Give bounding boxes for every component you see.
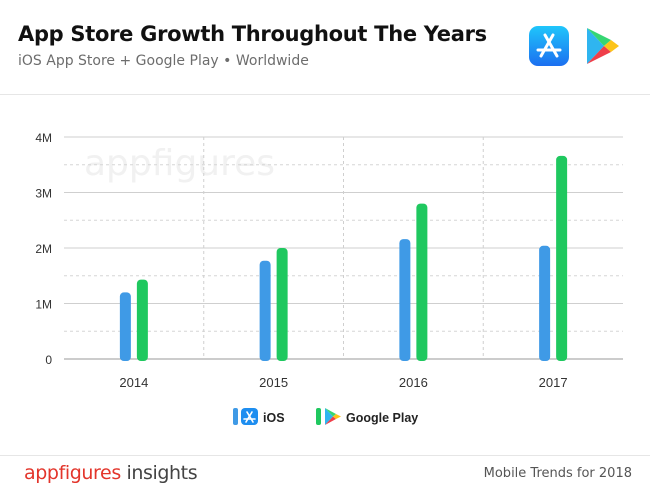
bar-chart: appfigures 0 1M 2M 3M 4M 2014 2015 2016 2017 iOS…: [0, 95, 650, 455]
bar-google-play-2017: [556, 156, 567, 361]
y-tick-label: 1M: [35, 298, 52, 312]
chart-header: App Store Growth Throughout The Years iO…: [0, 0, 650, 94]
legend-label: Google Play: [346, 411, 418, 425]
chart-footer: appfigures insights Mobile Trends for 20…: [0, 455, 650, 494]
google-play-icon: [584, 26, 622, 66]
app-store-icon: [529, 26, 569, 66]
bar-google-play-2014: [137, 280, 148, 361]
bar-ios-2017: [539, 246, 550, 361]
bar-ios-2015: [260, 261, 271, 361]
legend-swatch: [316, 408, 321, 425]
x-tick-label: 2017: [539, 375, 568, 390]
footer-brand: appfigures insights: [24, 462, 197, 484]
y-tick-label: 4M: [35, 131, 52, 145]
x-tick-label: 2016: [399, 375, 428, 390]
google-play-icon: [325, 408, 341, 425]
footer-note: Mobile Trends for 2018: [484, 466, 632, 481]
y-tick-label: 0: [45, 353, 52, 367]
brand-product: insights: [126, 462, 197, 484]
bar-google-play-2015: [277, 248, 288, 361]
y-tick-label: 2M: [35, 242, 52, 256]
bar-ios-2014: [120, 292, 131, 361]
x-tick-label: 2015: [259, 375, 288, 390]
y-tick-label: 3M: [35, 187, 52, 201]
bar-ios-2016: [399, 239, 410, 361]
legend-item-google-play: Google Play: [316, 408, 418, 425]
legend-swatch: [233, 408, 238, 425]
x-tick-label: 2014: [119, 375, 148, 390]
chart-watermark: appfigures: [84, 143, 275, 184]
legend-label: iOS: [263, 411, 285, 425]
chart-title: App Store Growth Throughout The Years: [18, 22, 487, 46]
chart-subtitle: iOS App Store + Google Play • Worldwide: [18, 53, 309, 69]
brand-name: appfigures: [24, 462, 121, 484]
legend-item-ios: iOS: [233, 408, 285, 425]
bar-google-play-2016: [416, 204, 427, 361]
